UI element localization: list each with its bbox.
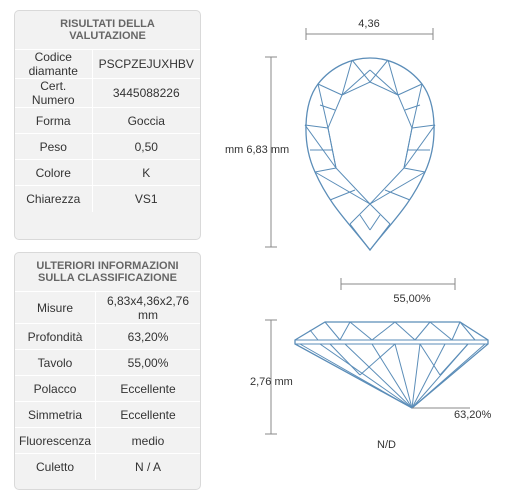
table-row: Polacco Eccellente xyxy=(15,375,200,402)
table-row: Misure 6,83x4,36x2,76 mm xyxy=(15,291,200,324)
width-dimension xyxy=(305,28,434,40)
width-label: 4,36 xyxy=(358,18,379,30)
row-value: Goccia xyxy=(92,107,200,134)
row-label: Forma xyxy=(15,107,93,134)
row-label: Colore xyxy=(15,159,93,186)
culet-label: N/D xyxy=(377,439,396,451)
row-value: 0,50 xyxy=(92,133,200,160)
depth-pct-label: 63,20% xyxy=(454,409,492,421)
row-value: medio xyxy=(95,427,200,454)
table-row: Profondità 63,20% xyxy=(15,323,200,350)
row-value: 3445088226 xyxy=(92,78,200,108)
additional-info-table: Misure 6,83x4,36x2,76 mm Profondità 63,2… xyxy=(15,291,200,480)
length-label: mm 6,83 mm xyxy=(225,144,289,156)
evaluation-results-table: Codice diamante PSCPZEJUXHBV Cert. Numer… xyxy=(15,49,200,212)
row-value: 63,20% xyxy=(95,323,200,350)
row-label: Codice diamante xyxy=(15,49,93,79)
additional-info-panel: ULTERIORI INFORMAZIONI SULLA CLASSIFICAZ… xyxy=(14,252,201,490)
row-label: Cert. Numero xyxy=(15,78,93,108)
evaluation-results-title: RISULTATI DELLA VALUTAZIONE xyxy=(60,18,155,42)
table-row: Tavolo 55,00% xyxy=(15,349,200,376)
depth-dimension xyxy=(265,319,277,435)
evaluation-results-panel: RISULTATI DELLA VALUTAZIONE Codice diama… xyxy=(14,10,201,240)
table-row: Chiarezza VS1 xyxy=(15,185,200,212)
row-value: VS1 xyxy=(92,185,200,212)
row-value: PSCPZEJUXHBV xyxy=(92,49,200,79)
row-value: Eccellente xyxy=(95,375,200,402)
table-row: Culetto N / A xyxy=(15,453,200,480)
row-value: 55,00% xyxy=(95,349,200,376)
table-row: Simmetria Eccellente xyxy=(15,401,200,428)
row-value: 6,83x4,36x2,76 mm xyxy=(95,291,200,324)
table-row: Colore K xyxy=(15,159,200,186)
table-label: 55,00% xyxy=(393,293,431,305)
depth-label: 2,76 mm xyxy=(250,376,293,388)
row-label: Chiarezza xyxy=(15,185,93,212)
table-row: Peso 0,50 xyxy=(15,133,200,160)
row-value: K xyxy=(92,159,200,186)
row-label: Culetto xyxy=(15,453,97,480)
row-label: Misure xyxy=(15,291,97,324)
table-dimension xyxy=(340,278,456,290)
row-value: Eccellente xyxy=(95,401,200,428)
row-label: Profondità xyxy=(15,323,97,350)
row-label: Peso xyxy=(15,133,93,160)
row-label: Simmetria xyxy=(15,401,97,428)
row-label: Polacco xyxy=(15,375,97,402)
table-row: Forma Goccia xyxy=(15,107,200,134)
pear-top-view xyxy=(304,57,436,252)
additional-info-title: ULTERIORI INFORMAZIONI SULLA CLASSIFICAZ… xyxy=(36,260,179,284)
table-row: Codice diamante PSCPZEJUXHBV xyxy=(15,49,200,79)
row-value: N / A xyxy=(95,453,200,480)
row-label: Tavolo xyxy=(15,349,97,376)
length-dimension xyxy=(265,56,277,248)
table-row: Fluorescenza medio xyxy=(15,427,200,454)
diamond-side-view xyxy=(294,321,489,409)
row-label: Fluorescenza xyxy=(15,427,97,454)
table-row: Cert. Numero 3445088226 xyxy=(15,78,200,108)
